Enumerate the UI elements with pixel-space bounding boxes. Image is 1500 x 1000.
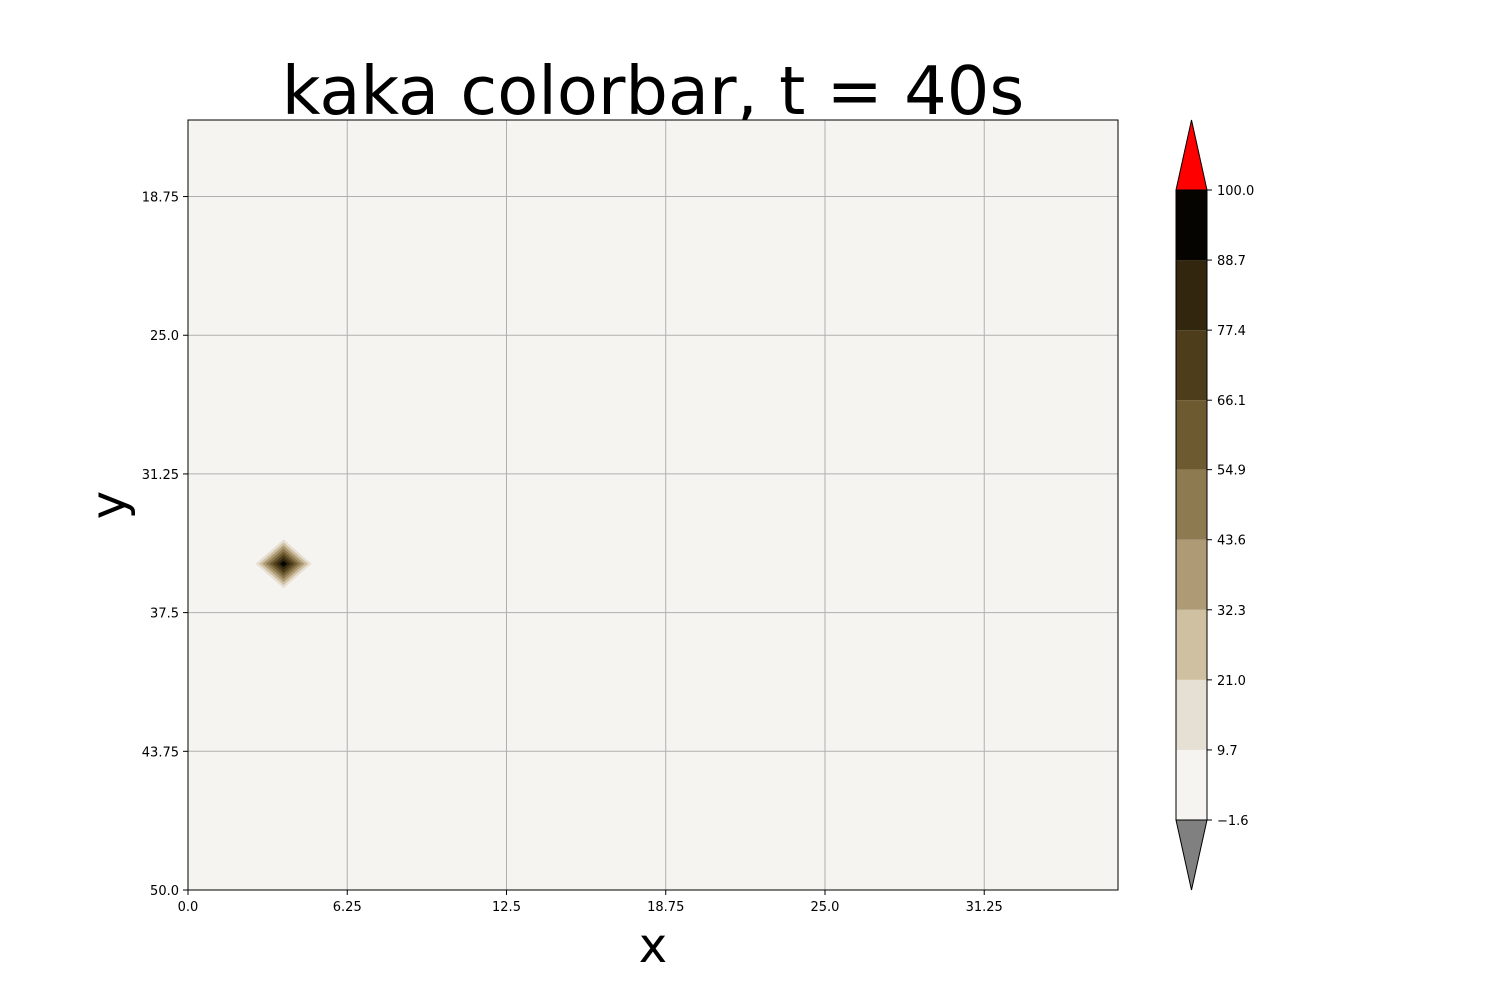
y-axis-label: y (81, 491, 137, 519)
colorbar-tick-label: 77.4 (1217, 324, 1246, 339)
colorbar-tick-label: 100.0 (1217, 184, 1254, 199)
colorbar: −1.6 9.7 21.0 32.3 43.6 54.9 66.1 77.4 88.7 100.0 (1175, 119, 1254, 891)
colorbar-tick-label: −1.6 (1217, 814, 1249, 829)
colorbar-band (1176, 539, 1207, 610)
x-tick-label: 6.25 (333, 900, 362, 915)
gridlines (188, 120, 1118, 890)
concentration-peak (255, 539, 312, 589)
contour-band (280, 560, 288, 567)
plot-background (188, 120, 1118, 890)
x-tick-label: 0.0 (178, 900, 199, 915)
y-tick-label: 31.25 (142, 468, 179, 483)
colorbar-extend-max (1175, 119, 1208, 191)
colorbar-band (1176, 260, 1207, 331)
x-tick-label: 12.5 (492, 900, 521, 915)
colorbar-tick-label: 9.7 (1217, 744, 1238, 759)
x-tick-label: 18.75 (647, 900, 684, 915)
colorbar-band (1176, 469, 1207, 540)
colorbar-extend-min (1175, 819, 1208, 891)
x-axis-label: x (639, 918, 667, 974)
chart-title: kaka colorbar, t = 40s (282, 52, 1025, 130)
x-axis-ticks: 0.0 6.25 12.5 18.75 25.0 31.25 (178, 890, 1003, 915)
colorbar-band (1176, 400, 1207, 470)
x-tick-label: 25.0 (811, 900, 840, 915)
y-tick-label: 25.0 (150, 329, 179, 344)
colorbar-band (1176, 330, 1207, 401)
colorbar-band (1176, 679, 1207, 750)
colorbar-band (1176, 609, 1207, 680)
x-tick-label: 31.25 (966, 900, 1003, 915)
colorbar-tick-label: 66.1 (1217, 394, 1246, 409)
colorbar-tick-label: 54.9 (1217, 464, 1246, 479)
y-tick-label: 18.75 (142, 191, 179, 206)
colorbar-tick-label: 43.6 (1217, 534, 1246, 549)
colorbar-tick-label: 88.7 (1217, 254, 1246, 269)
y-tick-label: 50.0 (150, 884, 179, 899)
colorbar-tick-label: 21.0 (1217, 674, 1246, 689)
colorbar-tick-label: 32.3 (1217, 604, 1246, 619)
y-tick-label: 43.75 (142, 745, 179, 760)
plot-frame (187, 119, 1119, 891)
plot-area (187, 119, 1119, 891)
y-tick-label: 37.5 (150, 607, 179, 622)
y-axis-ticks: 18.75 25.0 31.25 37.5 43.75 50.0 (142, 191, 188, 899)
colorbar-band (1176, 190, 1207, 261)
colorbar-band (1176, 749, 1207, 820)
